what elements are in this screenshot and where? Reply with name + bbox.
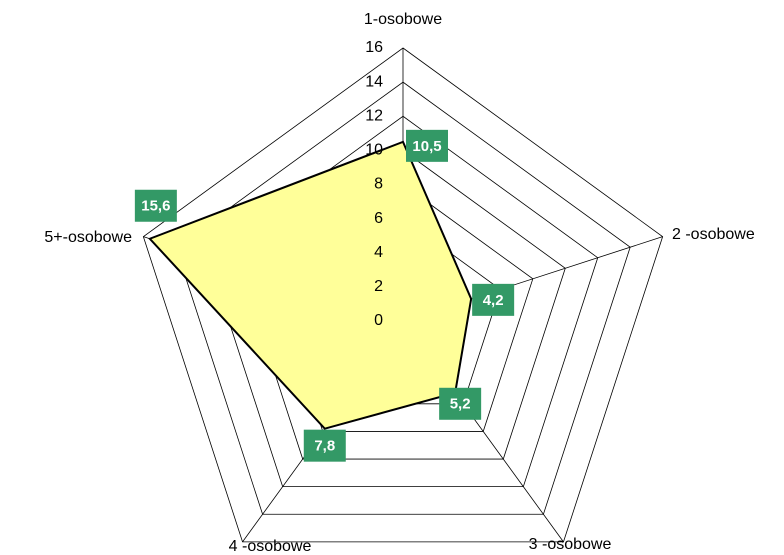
grid-ring: [142, 47, 664, 543]
tick-label: 4: [374, 244, 383, 261]
data-label-box: [406, 129, 448, 162]
tick-label: 14: [365, 73, 383, 90]
data-label: 4,2: [483, 292, 504, 309]
tick-label: 0: [374, 312, 383, 329]
tick-label: 12: [365, 107, 383, 124]
tick-label: 6: [374, 210, 383, 227]
data-label-box: [439, 387, 482, 420]
category-label: 5+-osobowe: [44, 229, 132, 246]
data-label: 10,5: [412, 138, 441, 155]
data-label-box: [303, 429, 346, 462]
data-label-box: [472, 283, 515, 316]
data-label: 15,6: [141, 198, 170, 215]
data-label: 5,2: [450, 396, 471, 413]
tick-label: 2: [374, 278, 383, 295]
category-label: 4 -osobowe: [229, 538, 312, 555]
data-label-box: [134, 189, 177, 222]
tick-label: 8: [374, 176, 383, 193]
category-label: 3 -osobowe: [529, 536, 612, 553]
data-label: 7,8: [314, 438, 335, 455]
tick-label: 16: [365, 39, 383, 56]
data-area: [148, 140, 473, 430]
category-label: 1-osobowe: [364, 11, 442, 28]
tick-label: 10: [365, 142, 383, 159]
category-label: 2 -osobowe: [672, 226, 755, 243]
